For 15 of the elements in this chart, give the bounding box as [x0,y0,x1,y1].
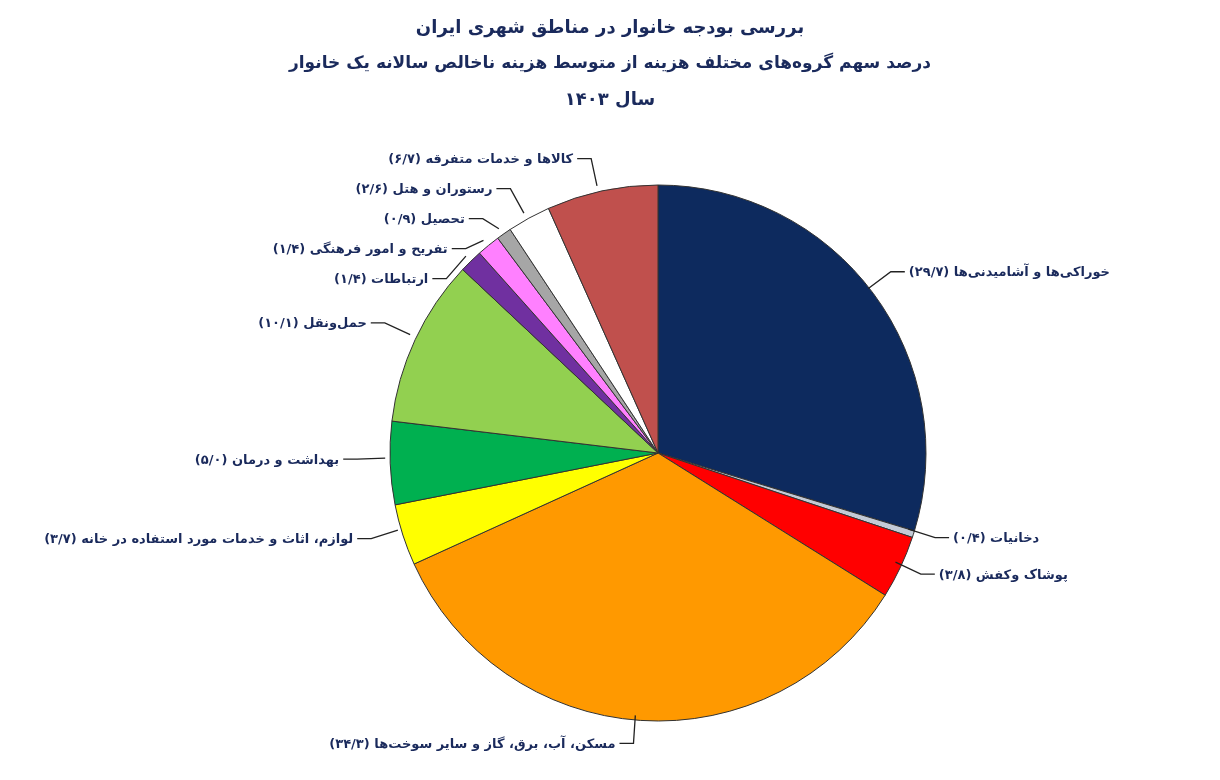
text: سال ۱۴۰۳ [563,88,657,109]
slice-label: لوازم، اثاث و خدمات مورد استفاده در خانه (۳/۷) [44,531,354,548]
slice-label: تحصیل (۰/۹) [383,211,465,227]
chart-subtitle: درصد سهم گروه‌های مختلف هزینه از متوسط هزینه ناخالص سالانه یک خانوار [287,52,932,72]
slice-label: رستوران و هتل (۲/۶) [355,181,493,197]
slice-label: حمل‌ونقل (۱۰/۱) [258,315,367,331]
slice-label: ارتباطات (۱/۴) [334,271,429,287]
slice-label: دخانیات (۰/۴) [953,530,1040,546]
slice-label: خوراکی‌ها و آشامیدنی‌ها (۲۹/۷) [908,263,1110,280]
slice-label: مسکن، آب، برق، گاز و سایر سوخت‌ها (۳۴/۳) [329,734,616,751]
slice-label: کالاها و خدمات متفرقه (۶/۷) [388,151,574,167]
slice-label: بهداشت و درمان (۵/۰) [194,451,340,467]
slice-label: تفریح و امور فرهنگی (۱/۴) [272,241,448,257]
slice-label: پوشاک وکفش (۳/۸) [938,566,1068,582]
chart-title: بررسی بودجه خانوار در مناطق شهری ایران [414,16,806,37]
